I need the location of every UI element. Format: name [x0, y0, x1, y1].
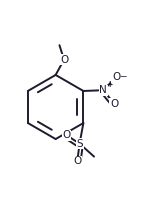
Text: +: + — [107, 80, 113, 89]
Text: O: O — [110, 99, 118, 109]
Text: −: − — [119, 71, 126, 80]
Text: N: N — [99, 85, 107, 95]
Text: O: O — [60, 55, 68, 65]
Text: O: O — [112, 72, 120, 82]
Text: O: O — [63, 130, 71, 140]
Text: O: O — [73, 156, 81, 166]
Text: S: S — [76, 139, 83, 149]
